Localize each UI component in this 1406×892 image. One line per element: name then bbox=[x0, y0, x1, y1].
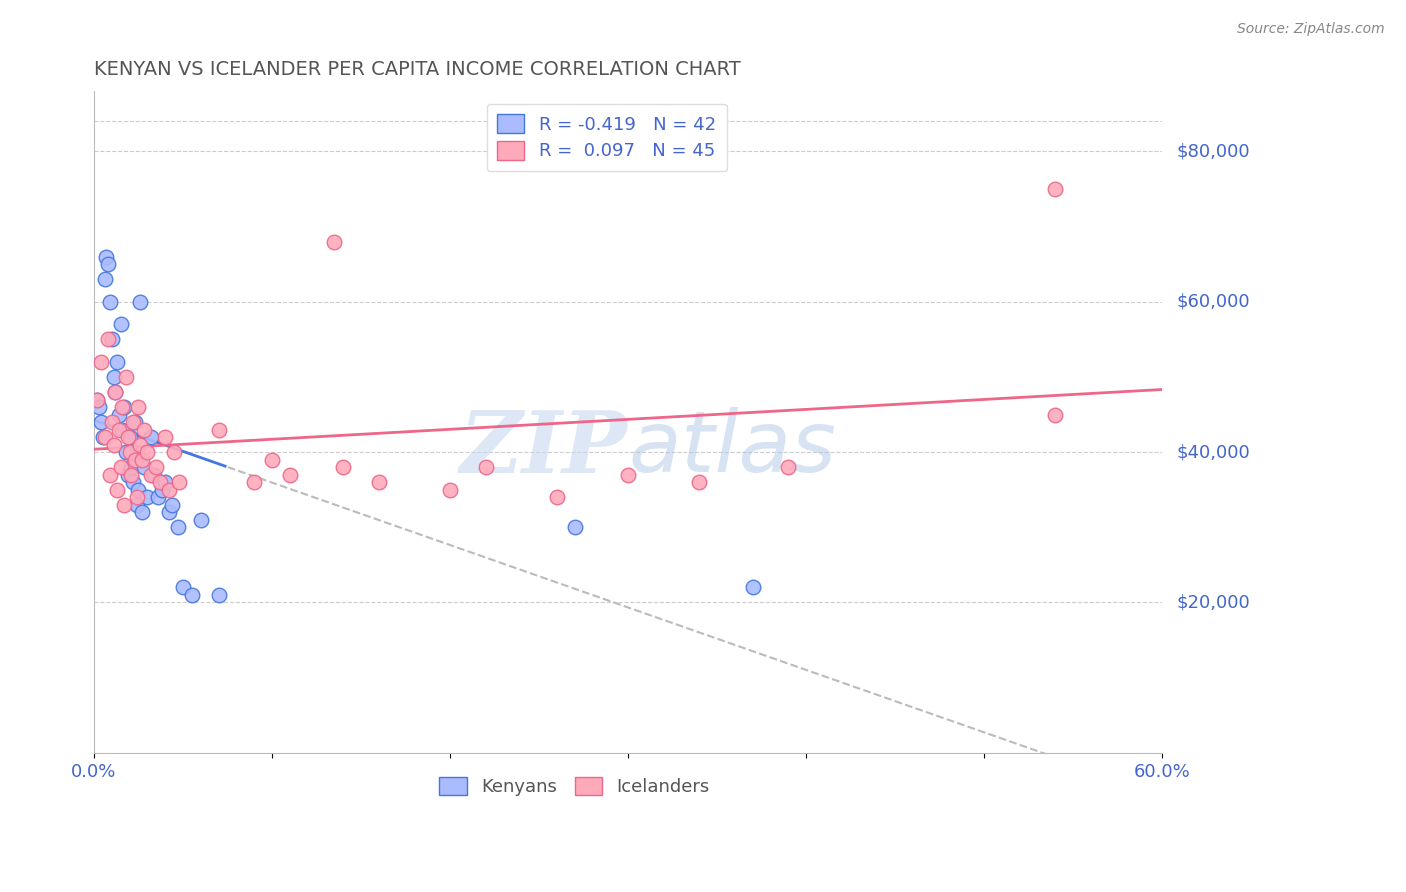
Point bbox=[105, 355, 128, 369]
Point bbox=[118, 445, 141, 459]
Point bbox=[111, 423, 134, 437]
Point bbox=[136, 490, 159, 504]
Point bbox=[122, 475, 145, 490]
Point bbox=[103, 370, 125, 384]
Text: KENYAN VS ICELANDER PER CAPITA INCOME CORRELATION CHART: KENYAN VS ICELANDER PER CAPITA INCOME CO… bbox=[94, 60, 741, 78]
Point bbox=[104, 384, 127, 399]
Point bbox=[778, 460, 800, 475]
Point bbox=[129, 294, 152, 309]
Point bbox=[98, 294, 121, 309]
Point bbox=[132, 423, 155, 437]
Point bbox=[103, 437, 125, 451]
Point bbox=[163, 445, 186, 459]
Point bbox=[100, 415, 122, 429]
Point bbox=[474, 460, 496, 475]
Point bbox=[96, 250, 118, 264]
Point bbox=[439, 483, 461, 497]
Point bbox=[97, 257, 120, 271]
Point bbox=[157, 483, 180, 497]
Point bbox=[323, 235, 346, 249]
Point bbox=[1045, 408, 1067, 422]
Point bbox=[112, 400, 135, 414]
Point bbox=[688, 475, 710, 490]
Point bbox=[90, 355, 112, 369]
Point bbox=[741, 581, 763, 595]
Point bbox=[89, 400, 111, 414]
Point bbox=[115, 370, 138, 384]
Point bbox=[100, 332, 122, 346]
Point bbox=[243, 475, 266, 490]
Point bbox=[169, 475, 191, 490]
Point bbox=[157, 505, 180, 519]
Point bbox=[278, 467, 301, 482]
Point bbox=[145, 460, 167, 475]
Point bbox=[125, 490, 148, 504]
Point bbox=[260, 452, 283, 467]
Text: $40,000: $40,000 bbox=[1177, 443, 1250, 461]
Point bbox=[153, 475, 176, 490]
Point bbox=[90, 415, 112, 429]
Point bbox=[110, 460, 132, 475]
Point bbox=[93, 430, 115, 444]
Text: atlas: atlas bbox=[628, 407, 837, 490]
Point bbox=[110, 318, 132, 332]
Point bbox=[564, 520, 586, 534]
Point bbox=[120, 460, 142, 475]
Point bbox=[98, 467, 121, 482]
Point bbox=[136, 445, 159, 459]
Point bbox=[143, 467, 166, 482]
Point bbox=[129, 437, 152, 451]
Point bbox=[207, 588, 229, 602]
Point bbox=[131, 505, 153, 519]
Point bbox=[86, 392, 108, 407]
Point bbox=[1045, 182, 1067, 196]
Text: $80,000: $80,000 bbox=[1177, 143, 1250, 161]
Point bbox=[118, 430, 141, 444]
Point bbox=[207, 423, 229, 437]
Point bbox=[124, 415, 146, 429]
Point bbox=[108, 408, 131, 422]
Point bbox=[367, 475, 389, 490]
Text: $20,000: $20,000 bbox=[1177, 593, 1250, 612]
Point bbox=[108, 423, 131, 437]
Point bbox=[150, 483, 173, 497]
Point bbox=[132, 460, 155, 475]
Point bbox=[139, 430, 162, 444]
Point bbox=[86, 392, 108, 407]
Point bbox=[122, 415, 145, 429]
Point bbox=[112, 498, 135, 512]
Text: $60,000: $60,000 bbox=[1177, 293, 1250, 310]
Point bbox=[117, 430, 139, 444]
Point bbox=[162, 498, 184, 512]
Point bbox=[332, 460, 354, 475]
Text: ZIP: ZIP bbox=[460, 407, 628, 491]
Point bbox=[153, 430, 176, 444]
Text: Source: ZipAtlas.com: Source: ZipAtlas.com bbox=[1237, 22, 1385, 37]
Point bbox=[93, 272, 115, 286]
Legend: Kenyans, Icelanders: Kenyans, Icelanders bbox=[432, 770, 717, 804]
Point bbox=[617, 467, 640, 482]
Point bbox=[172, 581, 194, 595]
Point bbox=[97, 332, 120, 346]
Point bbox=[139, 467, 162, 482]
Point bbox=[120, 467, 142, 482]
Point bbox=[546, 490, 568, 504]
Point bbox=[131, 452, 153, 467]
Point bbox=[104, 384, 127, 399]
Point bbox=[146, 490, 169, 504]
Point bbox=[105, 483, 128, 497]
Point bbox=[127, 400, 149, 414]
Point bbox=[111, 400, 134, 414]
Point bbox=[115, 445, 138, 459]
Point bbox=[149, 475, 172, 490]
Point bbox=[91, 430, 114, 444]
Point bbox=[180, 588, 202, 602]
Point bbox=[125, 498, 148, 512]
Point bbox=[166, 520, 188, 534]
Point bbox=[117, 467, 139, 482]
Point bbox=[190, 513, 212, 527]
Point bbox=[127, 483, 149, 497]
Point bbox=[124, 452, 146, 467]
